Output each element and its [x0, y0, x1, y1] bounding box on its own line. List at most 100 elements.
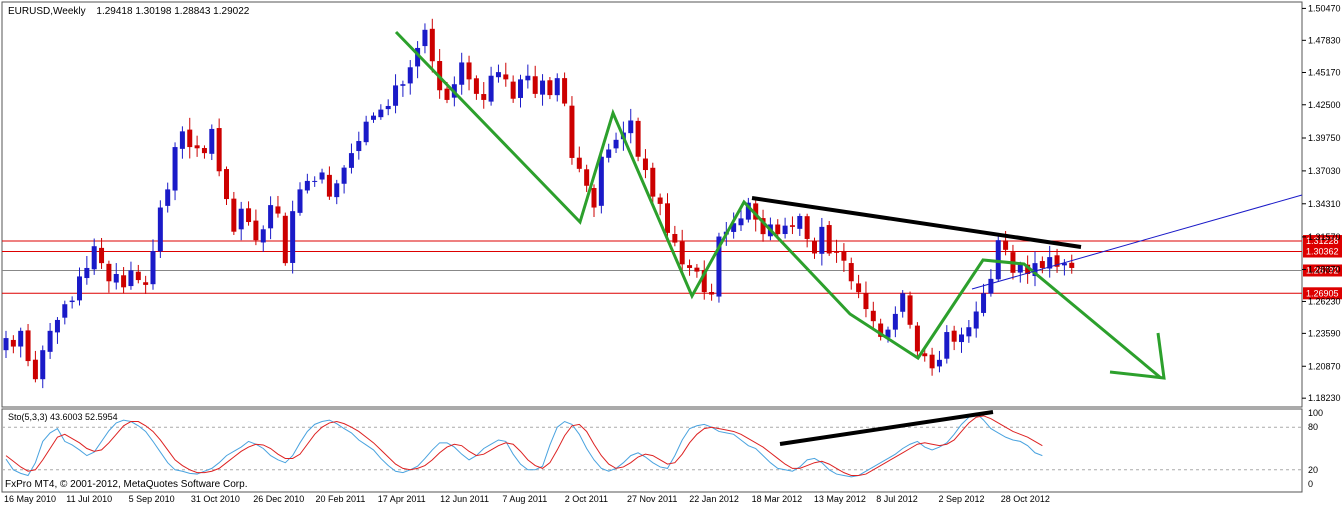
- time-tick-label: 7 Aug 2011: [502, 494, 547, 504]
- stoch-tick-label: 0: [1308, 479, 1313, 489]
- candle-body: [459, 62, 465, 85]
- candle-body: [32, 359, 38, 380]
- candle-body: [951, 330, 957, 342]
- candle-body: [231, 198, 237, 232]
- candle-body: [1025, 264, 1031, 275]
- time-axis: 16 May 2010 11 Jul 2010 5 Sep 2010 31 Oct 2…: [4, 494, 1050, 504]
- candle-body: [914, 325, 920, 352]
- candle-body: [165, 189, 171, 206]
- candle-body: [995, 240, 1001, 280]
- time-tick-label: 16 May 2010: [4, 494, 56, 504]
- candle-body: [812, 240, 817, 254]
- candle-body: [665, 203, 670, 233]
- candle-body: [488, 75, 494, 102]
- time-tick-label: 26 Dec 2010: [253, 494, 304, 504]
- candle-body: [407, 67, 413, 84]
- time-tick-label: 22 Jan 2012: [689, 494, 739, 504]
- stoch-tick-label: 80: [1308, 422, 1318, 432]
- stoch-tick-label: 100: [1308, 408, 1323, 418]
- time-tick-label: 2 Sep 2012: [939, 494, 985, 504]
- stoch-tick-label: 20: [1308, 465, 1318, 475]
- candle-body: [297, 189, 303, 213]
- candle-body: [253, 220, 259, 241]
- candle-body: [510, 81, 516, 99]
- level-label: 1.26905: [1306, 288, 1339, 298]
- price-divergence-line: [751, 196, 1082, 249]
- price-tick-label: 1.20870: [1308, 361, 1341, 371]
- candle-body: [10, 339, 16, 347]
- time-tick-label: 27 Nov 2011: [627, 494, 677, 504]
- svg-text:EURUSD,Weekly 1.29418 1.30: EURUSD,Weekly 1.29418 1.30198 1.28843 1.…: [8, 6, 250, 17]
- candle-body: [870, 310, 876, 322]
- candle-body: [1054, 255, 1060, 267]
- candle-body: [518, 79, 523, 98]
- price-tick-label: 1.34310: [1308, 199, 1341, 209]
- time-tick-label: 20 Feb 2011: [316, 494, 366, 504]
- candle-body: [326, 174, 332, 197]
- candle-body: [650, 167, 656, 197]
- price-tick-label: 1.42500: [1308, 100, 1341, 110]
- candle-body: [209, 128, 215, 154]
- candle-body: [878, 323, 884, 337]
- candle-body: [135, 271, 141, 281]
- candle-body: [966, 327, 972, 337]
- candle-body: [745, 202, 751, 220]
- candle-body: [47, 330, 53, 352]
- candle-body: [856, 283, 862, 293]
- candle-body: [834, 251, 840, 253]
- price-tick-label: 1.28870: [1308, 265, 1341, 275]
- candle-body: [657, 197, 663, 204]
- candle-body: [275, 206, 281, 214]
- drawings: [394, 30, 1303, 380]
- candle-body: [385, 105, 391, 110]
- candle-body: [363, 121, 369, 143]
- time-tick-label: 8 Jul 2012: [876, 494, 918, 504]
- level-label: 1.28792: [1306, 265, 1339, 275]
- time-tick-label: 17 Apr 2011: [378, 494, 426, 504]
- time-tick-label: 18 Mar 2012: [752, 494, 803, 504]
- candle-body: [716, 236, 722, 297]
- candle-body: [709, 292, 715, 295]
- trend-zigzag: [394, 30, 1162, 380]
- candle-body: [584, 169, 590, 186]
- candle-body: [694, 267, 700, 272]
- oscillator-axis: 100 80 20 0: [1308, 408, 1323, 489]
- price-tick-label: 1.37030: [1308, 166, 1341, 176]
- candle-body: [194, 145, 200, 149]
- level-tag: [1303, 245, 1342, 258]
- candles: [3, 18, 1075, 389]
- candle-body: [679, 241, 685, 265]
- candle-body: [290, 211, 296, 263]
- candle-body: [944, 332, 950, 359]
- stoch-divergence-line: [779, 410, 994, 446]
- candle-body: [892, 313, 898, 330]
- candle-body: [988, 278, 994, 294]
- candle-body: [922, 353, 928, 357]
- candle-body: [760, 218, 766, 235]
- candle-body: [473, 78, 479, 94]
- candle-body: [260, 229, 266, 243]
- candle-body: [907, 295, 913, 325]
- candle-body: [121, 275, 127, 288]
- candle-body: [804, 216, 810, 239]
- candle-body: [201, 148, 207, 154]
- candle-body: [672, 233, 678, 243]
- symbol-label: EURUSD,Weekly: [8, 6, 86, 17]
- candle-body: [371, 115, 376, 120]
- price-tick-label: 1.39750: [1308, 133, 1341, 143]
- candle-body: [547, 80, 553, 96]
- time-tick-label: 2 Oct 2011: [565, 494, 608, 504]
- candle-body: [1032, 263, 1038, 277]
- candle-body: [591, 188, 597, 208]
- level-label: 1.31228: [1306, 236, 1339, 246]
- candle-body: [429, 28, 435, 62]
- candle-body: [826, 225, 832, 254]
- price-tick-label: 1.23590: [1308, 328, 1341, 338]
- stoch-series-main: [5, 412, 1043, 478]
- candle-body: [782, 225, 788, 235]
- candle-body: [503, 74, 509, 80]
- level-tag: [1303, 235, 1342, 248]
- candle-body: [62, 304, 68, 318]
- candle-body: [598, 156, 604, 206]
